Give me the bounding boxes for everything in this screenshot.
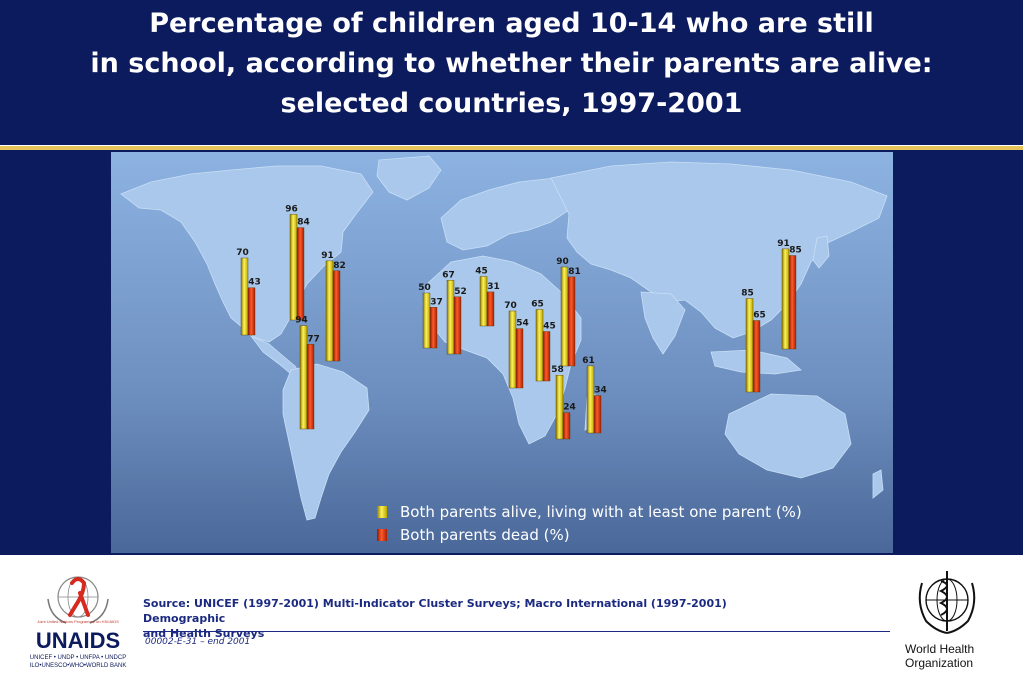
bar-alive-1: [240, 257, 249, 336]
legend-swatch-dead: [377, 529, 387, 541]
data-label-dead-2: 84: [297, 218, 310, 228]
bar-dead-4: [306, 344, 315, 430]
bar-alive-13: [745, 298, 754, 393]
bar-dead-5: [429, 307, 438, 349]
footer-divider: [143, 631, 890, 632]
data-label-alive-10: 90: [556, 257, 569, 267]
bar-dead-8: [515, 328, 524, 389]
data-label-alive-12: 61: [582, 356, 595, 366]
who-name-line-2: Organization: [905, 656, 974, 670]
india-landmass: [640, 291, 686, 355]
bar-alive-4: [299, 325, 308, 430]
data-label-dead-10: 81: [568, 267, 581, 277]
bar-dead-2: [296, 227, 305, 321]
bar-alive-14: [781, 248, 790, 350]
legend-swatch-alive: [377, 506, 387, 518]
footer: Joint United Nations Programme on HIV/AI…: [0, 555, 1023, 682]
data-label-dead-14: 85: [789, 246, 802, 256]
data-label-alive-3: 91: [321, 251, 334, 261]
bar-layer: 7043968491829477503767524531705465459081…: [236, 204, 802, 440]
world-map-panel: 70 43 96 84 91 82 94 77 50 37 67 52 45 31 70 54 65 45 90 81…: [111, 152, 893, 553]
title-line-1: Percentage of children aged 10-14 who ar…: [149, 8, 874, 39]
data-label-dead-4: 77: [307, 334, 320, 344]
bar-alive-3: [325, 260, 334, 362]
source-note: Source: UNICEF (1997-2001) Multi-Indicat…: [143, 596, 803, 641]
source-line-1: Source: UNICEF (1997-2001) Multi-Indicat…: [143, 597, 727, 625]
data-label-dead-7: 31: [487, 282, 500, 292]
unaids-logo-icon: [47, 576, 109, 624]
data-label-dead-6: 52: [454, 287, 467, 297]
bar-alive-8: [508, 310, 517, 389]
chart-title: Percentage of children aged 10-14 who ar…: [0, 4, 1023, 124]
header-banner: Percentage of children aged 10-14 who ar…: [0, 0, 1023, 145]
greenland-landmass: [376, 155, 442, 201]
data-label-dead-9: 45: [543, 322, 556, 332]
bar-dead-13: [752, 320, 761, 393]
unaids-partners: UNICEF • UNDP • UNFPA • UNDCP ILO•UNESCO…: [26, 654, 130, 670]
bar-alive-7: [479, 276, 488, 327]
australia-landmass: [724, 393, 852, 479]
header-divider: [0, 146, 1023, 150]
data-label-dead-3: 82: [333, 261, 346, 271]
data-label-alive-14: 91: [777, 239, 790, 249]
data-label-alive-6: 67: [442, 270, 455, 280]
bar-dead-9: [542, 331, 551, 382]
unaids-partners-line-1: UNICEF • UNDP • UNFPA • UNDCP: [29, 655, 127, 661]
document-code: 00002-E-31 – end 2001: [145, 637, 251, 647]
bar-dead-11: [562, 412, 571, 440]
bar-alive-5: [422, 292, 431, 349]
title-line-2: in school, according to whether their pa…: [90, 48, 933, 79]
legend: Both parents alive, living with at least…: [377, 503, 802, 544]
data-label-alive-1: 70: [236, 248, 249, 258]
bar-dead-12: [593, 395, 602, 434]
who-name-line-1: World Health: [905, 642, 975, 656]
data-label-dead-11: 24: [563, 403, 576, 413]
asia-landmass: [550, 161, 888, 339]
who-emblem-icon: [918, 571, 976, 634]
europe-landmass: [440, 177, 578, 251]
data-label-dead-5: 37: [430, 297, 443, 307]
legend-label-alive: Both parents alive, living with at least…: [400, 503, 802, 521]
bar-dead-7: [486, 291, 495, 327]
japan-landmass: [812, 235, 830, 269]
data-label-dead-12: 34: [594, 386, 607, 396]
world-map-chart: 7043968491829477503767524531705465459081…: [111, 152, 893, 553]
data-label-alive-4: 94: [295, 316, 308, 326]
bar-alive-2: [289, 214, 298, 321]
data-label-alive-5: 50: [418, 283, 431, 293]
unaids-tagline: Joint United Nations Programme on HIV/AI…: [37, 619, 119, 624]
data-label-alive-2: 96: [285, 204, 298, 214]
bar-alive-10: [560, 266, 569, 367]
data-label-dead-8: 54: [516, 319, 529, 329]
title-line-3: selected countries, 1997-2001: [280, 88, 743, 119]
bar-alive-9: [535, 309, 544, 382]
unaids-wordmark: UNAIDS: [35, 628, 121, 653]
data-label-alive-9: 65: [531, 300, 544, 310]
bar-dead-6: [453, 296, 462, 355]
new-zealand-landmass: [872, 469, 884, 499]
data-label-alive-11: 58: [551, 365, 564, 375]
data-label-alive-13: 85: [741, 289, 754, 299]
unaids-partners-line-2: ILO•UNESCO•WHO•WORLD BANK: [29, 663, 127, 669]
who-name: World Health Organization: [905, 642, 995, 670]
data-label-dead-1: 43: [248, 278, 261, 288]
bar-dead-10: [567, 276, 576, 367]
data-label-dead-13: 65: [753, 311, 766, 321]
source-line-2: and Health Surveys: [143, 627, 265, 640]
bar-dead-14: [788, 255, 797, 350]
bar-alive-6: [446, 280, 455, 355]
bar-alive-11: [555, 374, 564, 440]
data-label-alive-8: 70: [504, 301, 517, 311]
bar-dead-1: [247, 287, 256, 336]
bar-alive-12: [586, 365, 595, 434]
data-label-alive-7: 45: [475, 267, 488, 277]
bar-dead-3: [332, 270, 341, 362]
legend-label-dead: Both parents dead (%): [400, 526, 570, 544]
